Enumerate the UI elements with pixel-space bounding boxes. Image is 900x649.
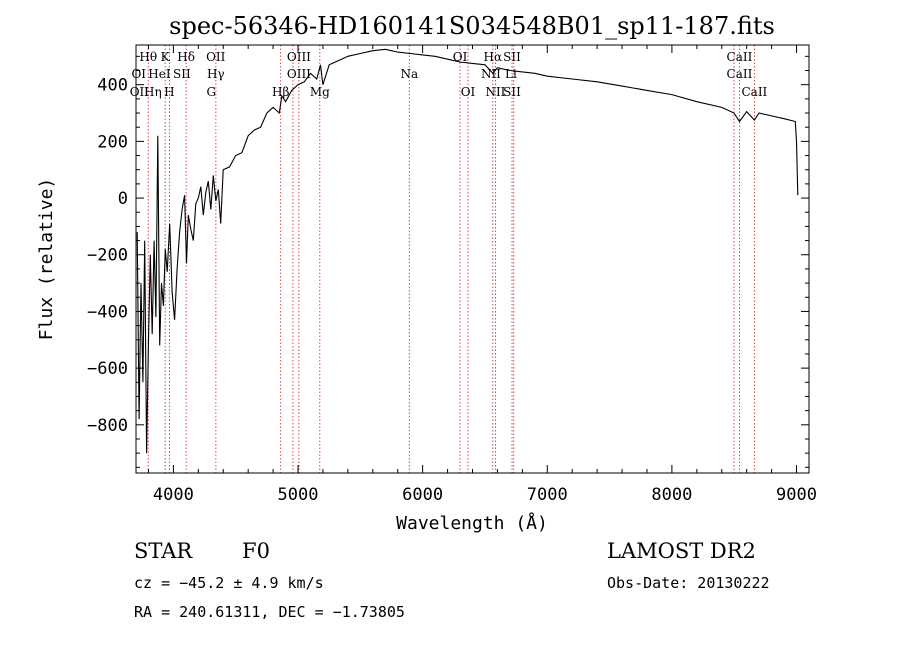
- line-label-18: OII: [130, 85, 150, 99]
- y-axis: −800 −600 −400 −200 0 200 400: [87, 55, 809, 468]
- x-tick-label-5: 9000: [776, 485, 817, 505]
- emission-line-markers: [147, 45, 755, 473]
- line-label-16: Li: [505, 67, 517, 81]
- line-label-24: OI: [461, 85, 476, 99]
- line-label-4: OIII: [287, 50, 311, 64]
- x-axis-label: Wavelength (Å): [396, 512, 548, 534]
- y-tick-label-4: 0: [118, 189, 128, 209]
- line-label-21: G: [206, 85, 216, 99]
- line-label-14: Na: [400, 67, 418, 81]
- y-tick-label-5: 200: [97, 132, 128, 152]
- x-tick-label-0: 4000: [153, 485, 194, 505]
- survey-name: LAMOST DR2: [607, 539, 756, 563]
- line-label-15: NII: [481, 67, 501, 81]
- line-label-19: Hη: [144, 85, 162, 99]
- line-label-27: CaII: [741, 85, 767, 99]
- line-label-11: SII: [173, 67, 191, 81]
- spectrum-series: [136, 48, 799, 454]
- x-axis: 4000 5000 6000 7000 8000 9000: [147, 45, 817, 505]
- line-label-1: K: [161, 50, 171, 64]
- observation-date: Obs-Date: 20130222: [607, 574, 770, 592]
- line-label-25: NII: [485, 85, 505, 99]
- y-axis-label: Flux (relative): [36, 178, 57, 341]
- y-tick-label-6: 400: [97, 76, 128, 96]
- y-tick-label-1: −600: [87, 359, 128, 379]
- x-tick-label-2: 6000: [402, 485, 443, 505]
- line-label-22: Hβ: [272, 85, 289, 99]
- x-tick-label-3: 7000: [527, 485, 568, 505]
- line-label-0: Hθ: [139, 50, 157, 64]
- line-label-3: OII: [206, 50, 226, 64]
- line-label-20: H: [164, 85, 174, 99]
- object-subclass: F0: [242, 539, 270, 563]
- object-class: STAR: [134, 539, 193, 563]
- y-tick-label-3: −200: [87, 246, 128, 266]
- y-tick-label-2: −400: [87, 302, 128, 322]
- x-tick-label-1: 5000: [278, 485, 319, 505]
- line-label-26: SII: [503, 85, 521, 99]
- line-label-2: Hδ: [177, 50, 195, 64]
- y-tick-label-0: −800: [87, 416, 128, 436]
- plot-frame: [135, 44, 810, 474]
- velocity-readout: cz = −45.2 ± 4.9 km/s: [134, 574, 324, 592]
- line-label-9: OI: [131, 67, 146, 81]
- line-label-13: OIII: [287, 67, 311, 81]
- line-label-23: Mg: [310, 85, 330, 99]
- line-label-17: CaII: [727, 67, 753, 81]
- line-label-10: HeI: [148, 67, 171, 81]
- line-label-7: SII: [503, 50, 521, 64]
- line-label-12: Hγ: [207, 67, 225, 81]
- line-label-5: OI: [453, 50, 468, 64]
- line-label-6: Hα: [484, 50, 503, 64]
- chart-title: spec-56346-HD160141S034548B01_sp11-187.f…: [169, 12, 775, 40]
- coordinates: RA = 240.61311, DEC = −1.73805: [134, 603, 405, 621]
- spectrum-line-0: [136, 48, 799, 454]
- x-tick-label-4: 8000: [651, 485, 692, 505]
- line-label-8: CaII: [727, 50, 753, 64]
